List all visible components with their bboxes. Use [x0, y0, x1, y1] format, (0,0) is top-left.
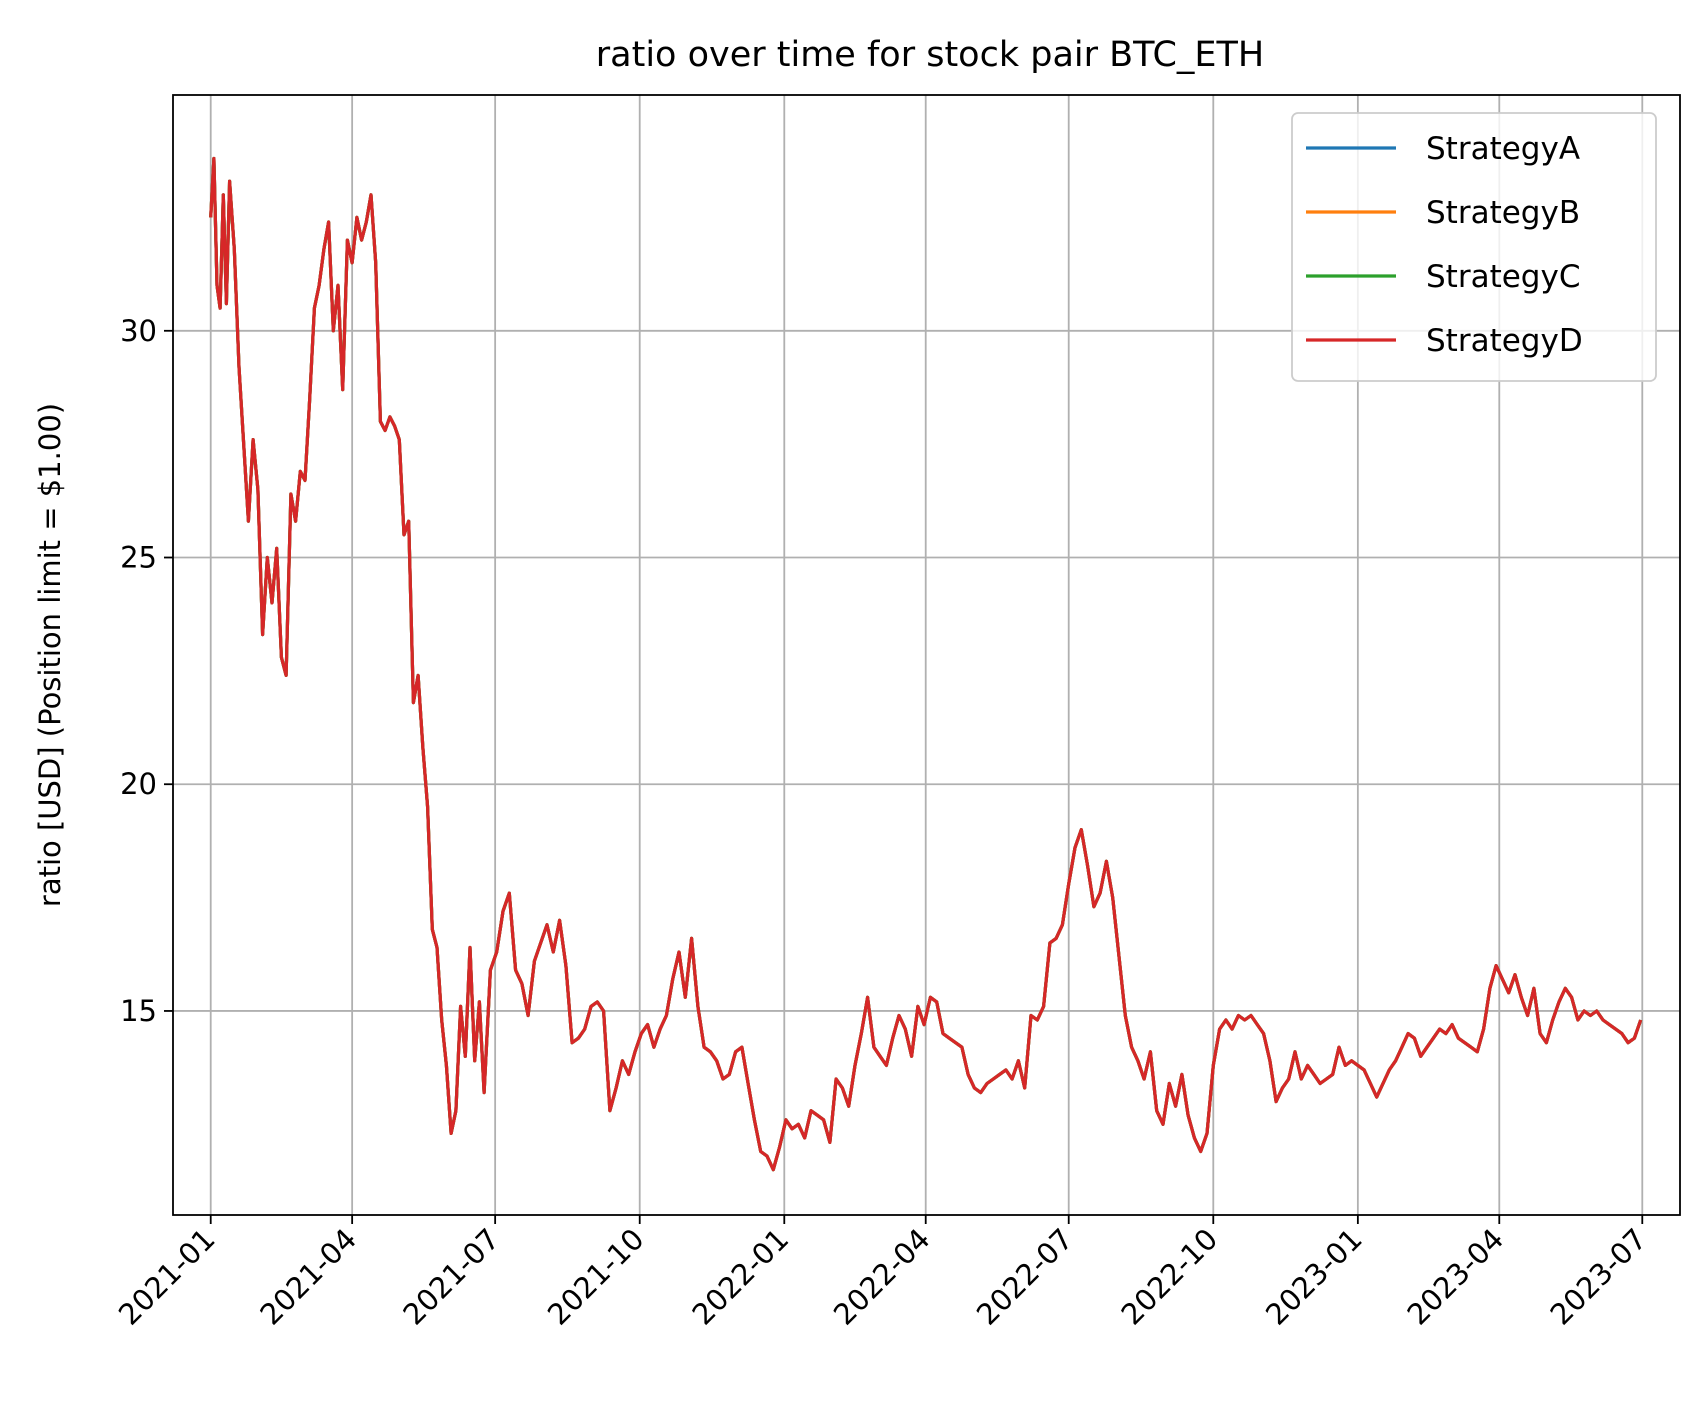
legend-box [1291, 112, 1657, 382]
y-axis: 15 20 25 30 [120, 314, 173, 1028]
legend-label: StrategyB [1426, 195, 1580, 231]
legend-label: StrategyA [1426, 131, 1580, 167]
y-axis-label: ratio [USD] (Position limit = $1.00) [33, 403, 67, 907]
y-tick-label: 15 [120, 994, 157, 1028]
series-lines [209, 156, 1643, 1172]
y-tick-label: 30 [120, 314, 157, 348]
chart-title: ratio over time for stock pair BTC_ETH [596, 35, 1264, 75]
legend-label: StrategyC [1426, 259, 1580, 295]
legend-label: StrategyD [1426, 323, 1583, 359]
legend: StrategyA StrategyB StrategyC StrategyD [1291, 112, 1657, 382]
y-tick-label: 20 [120, 767, 157, 801]
series-line-strategyd [209, 156, 1643, 1172]
y-tick-label: 25 [120, 541, 157, 575]
